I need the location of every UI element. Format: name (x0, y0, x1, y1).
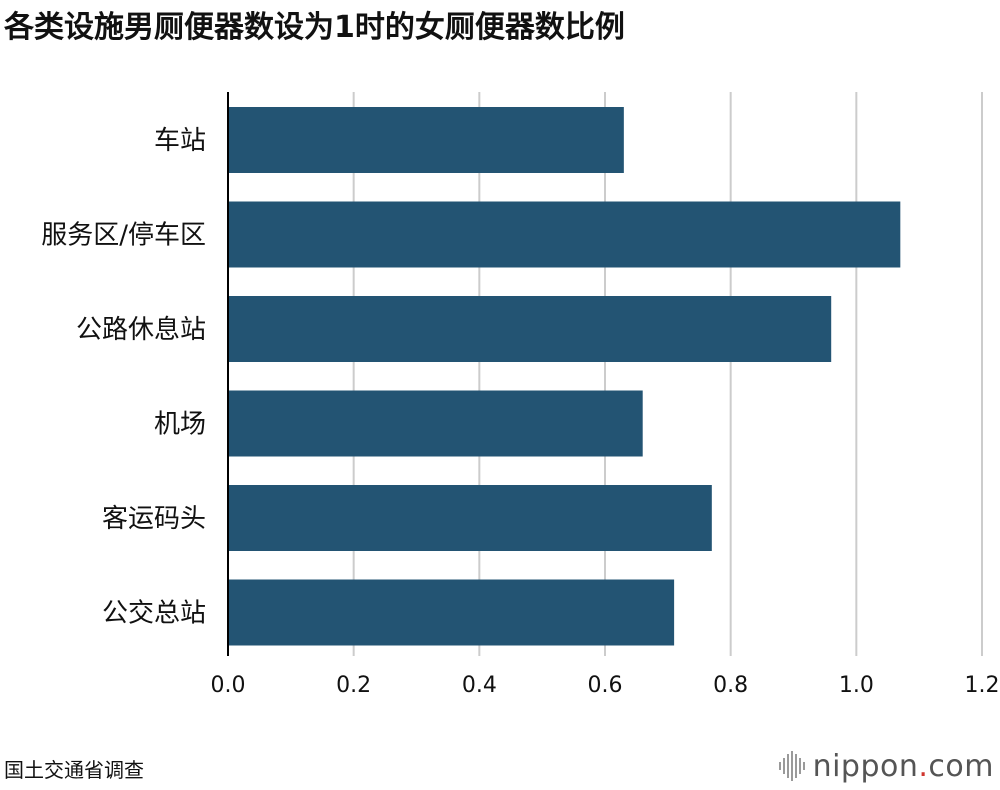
bar-chart: 0.0 0.2 0.4 0.6 0.8 1.0 1.2 车站服务区/停车区公路休息站机场客运码… (41, 92, 1000, 698)
brand-wordmark: nippon.com (813, 749, 994, 784)
bar (228, 107, 624, 173)
x-tick-label: 1.0 (839, 673, 874, 698)
x-tick-label: 1.2 (965, 673, 1000, 698)
brand-dot: . (918, 748, 929, 784)
bar (228, 390, 643, 457)
brand-suffix: com (928, 748, 994, 784)
category-label: 机场 (154, 410, 206, 440)
category-label: 公交总站 (102, 599, 206, 629)
source-note: 国土交通省调查 (4, 758, 144, 782)
x-tick-label: 0.2 (336, 673, 371, 698)
x-tick-label: 0.6 (588, 673, 623, 698)
chart-title: 各类设施男厕便器数设为1时的女厕便器数比例 (4, 10, 625, 45)
bar (228, 485, 712, 551)
x-tick-label: 0.4 (462, 673, 497, 698)
bar (228, 296, 832, 362)
x-tick-label: 0.0 (211, 673, 246, 698)
category-label: 车站 (154, 126, 206, 156)
brand-name: nippon (812, 748, 919, 784)
waveform-icon (778, 751, 805, 781)
bar (228, 201, 901, 268)
category-label: 公路休息站 (76, 315, 206, 345)
category-label: 客运码头 (102, 504, 206, 534)
category-label: 服务区/停车区 (41, 221, 206, 251)
bar (228, 579, 675, 646)
brand-logo: nippon.com (778, 746, 994, 786)
x-tick-label: 0.8 (713, 673, 748, 698)
